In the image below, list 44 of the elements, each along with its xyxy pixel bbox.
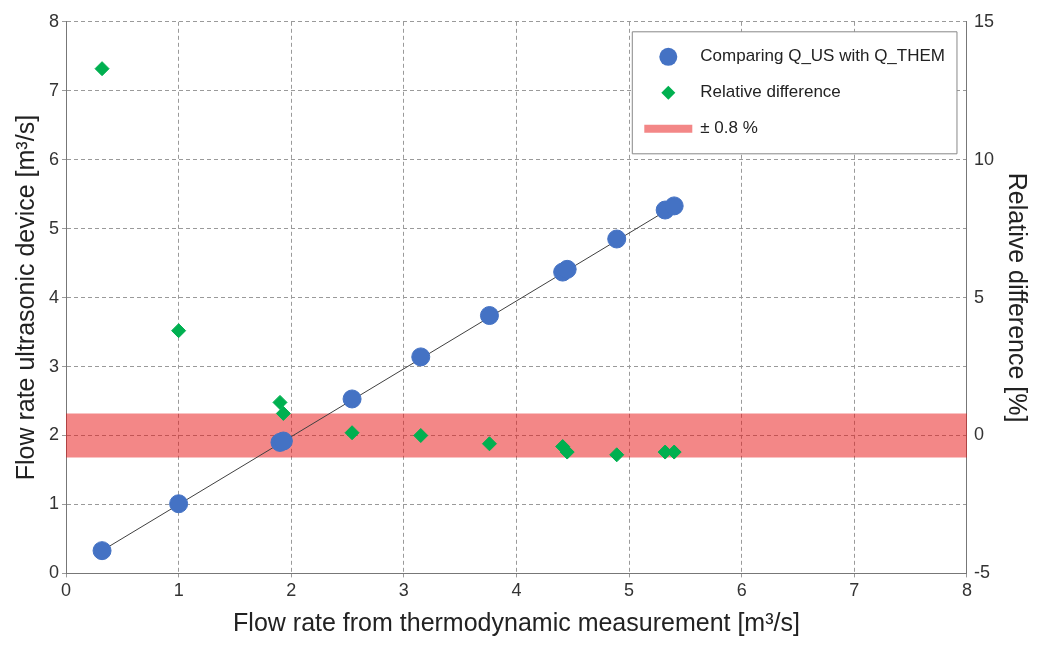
point [169,494,189,514]
y2-tick-label: 0 [973,424,984,445]
y-tick-label: 7 [49,79,60,100]
x-tick-label: 3 [398,580,409,601]
x-axis-title: Flow rate from thermodynamic measurement [m³/s] [233,607,800,636]
legend-label: ± 0.8 % [700,118,758,138]
y-tick-label: 8 [49,10,60,31]
y-tick-label: 5 [49,217,60,238]
y2-axis-title: Relative difference [%] [1004,172,1033,423]
y-tick-label: 0 [49,562,60,583]
y-tick-label: 6 [49,148,60,169]
x-tick-label: 6 [736,580,747,601]
x-tick-label: 2 [286,580,297,601]
y-tick-label: 3 [49,355,60,376]
point [559,444,575,460]
point [92,541,112,561]
point [609,447,625,463]
point [275,405,291,421]
point [413,428,429,443]
x-tick-label: 5 [624,580,635,601]
legend-label: Comparing Q_US with Q_THEM [700,46,945,66]
y2-tick-label: 5 [973,286,984,307]
point [607,229,627,249]
point [481,436,497,452]
y2-tick-label: 10 [973,148,995,169]
y-tick-label: 4 [49,286,60,307]
x-tick-label: 1 [173,580,184,601]
point [344,425,360,441]
legend-label: Relative difference [700,82,841,102]
y-axis-title: Flow rate ultrasonic device [m³/s] [10,114,39,481]
point [411,347,431,367]
x-tick-label: 7 [849,580,860,601]
y2-tick-label: 15 [973,10,995,31]
point [272,394,288,410]
point [479,306,499,326]
point [94,61,110,77]
y-tick-label: 1 [49,493,60,514]
x-tick-label: 8 [961,580,972,601]
y2-tick-label: -5 [973,562,990,583]
point [342,389,362,409]
point [171,323,187,339]
x-tick-label: 4 [511,580,522,601]
point [664,196,684,216]
y-tick-label: 2 [49,424,60,445]
